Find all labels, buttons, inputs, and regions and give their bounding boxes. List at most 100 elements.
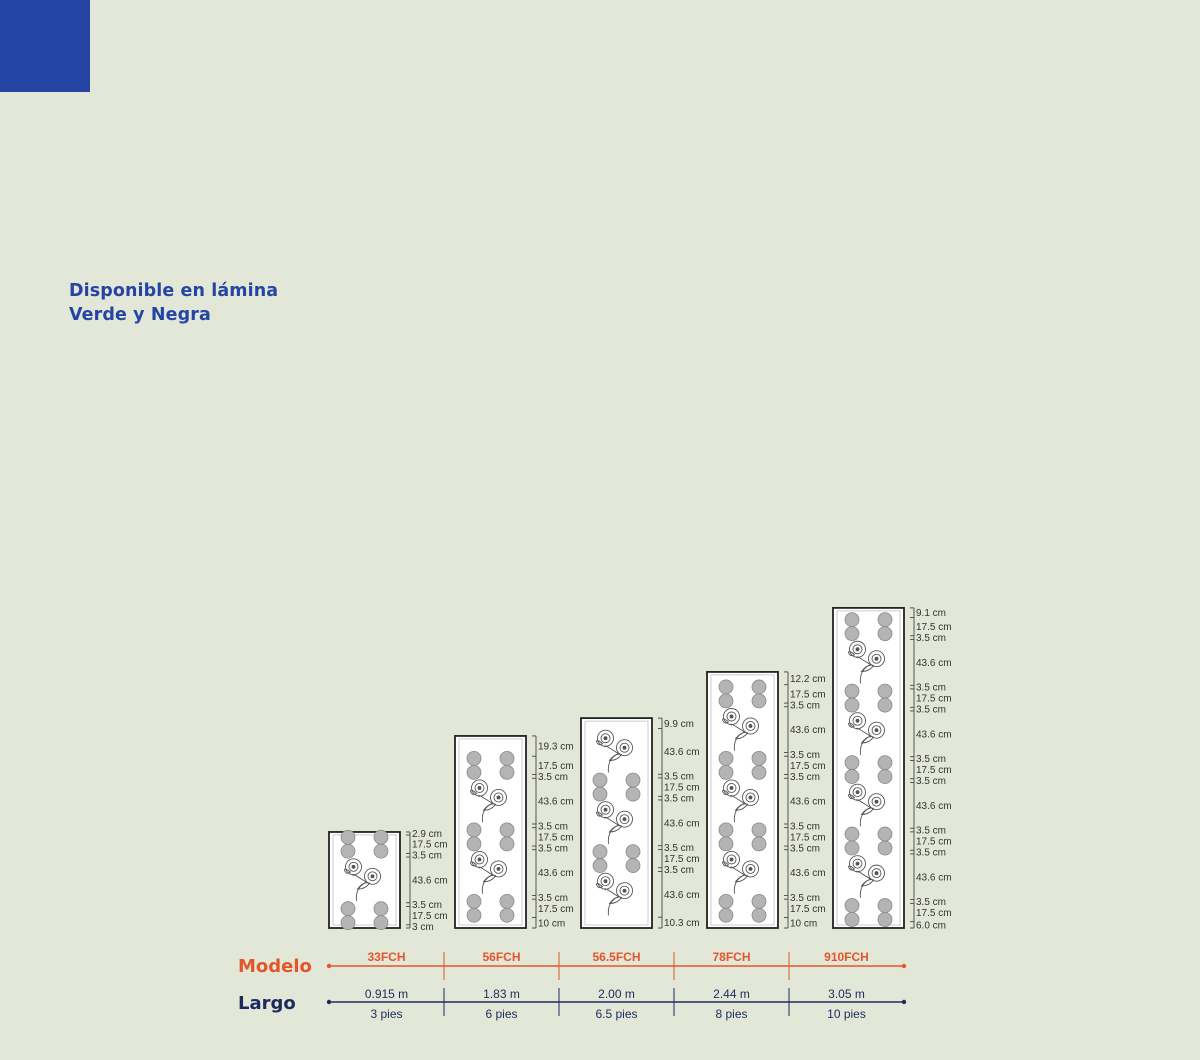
model-code-label: 56.5FCH xyxy=(592,950,640,964)
perforation-hole xyxy=(466,751,482,766)
rose-bloom-lower xyxy=(868,721,885,739)
rose-bloom-upper-center xyxy=(855,861,860,866)
perforation-hole xyxy=(751,822,767,838)
perforation-hole xyxy=(751,893,767,909)
rose-bloom-upper-inner xyxy=(474,854,485,865)
rose-bloom-upper-center xyxy=(603,807,608,812)
dimension-label: 3.5 cm xyxy=(916,754,946,765)
perforation-hole xyxy=(340,915,356,931)
rose-bloom-lower-inner xyxy=(871,796,882,807)
rose-bloom-lower-center xyxy=(622,888,627,893)
perforation-hole xyxy=(373,843,389,859)
length-meters-label: 2.00 m xyxy=(598,987,635,1001)
perforation-hole xyxy=(718,693,734,709)
rose-bloom-upper-inner xyxy=(852,858,863,869)
rose-bloom-upper-center xyxy=(477,857,482,862)
rose-bloom-upper-center xyxy=(351,864,356,869)
dimension-label: 43.6 cm xyxy=(916,801,952,812)
dimension-label: 3.5 cm xyxy=(916,633,946,644)
length-meters-label: 1.83 m xyxy=(483,987,520,1001)
dimension-label: 3.5 cm xyxy=(916,683,946,694)
rose-leaf xyxy=(608,896,623,904)
perforation-hole xyxy=(751,751,767,766)
rose-cutout-icon xyxy=(848,712,885,755)
rose-bloom-lower-inner xyxy=(493,863,504,874)
rose-leaf xyxy=(860,879,875,887)
rose-bloom-upper-inner xyxy=(600,804,611,815)
rose-bloom-lower-center xyxy=(874,728,879,733)
rose-bloom-lower-center xyxy=(622,817,627,822)
rose-bloom-lower-center xyxy=(748,866,753,871)
rose-bloom-lower-center xyxy=(748,795,753,800)
dimension-label: 17.5 cm xyxy=(538,904,574,915)
perforation-hole xyxy=(718,836,734,852)
perforation-hole xyxy=(373,829,389,845)
perforation-hole xyxy=(625,858,641,873)
dimension-label: 3.5 cm xyxy=(790,843,820,854)
perforation-hole xyxy=(499,836,515,852)
length-feet-label: 6.5 pies xyxy=(595,1007,637,1021)
dimension-label: 3.5 cm xyxy=(538,843,568,854)
rose-leaf xyxy=(734,803,749,811)
perforation-hole xyxy=(718,907,734,923)
dimension-label: 3.5 cm xyxy=(412,900,442,911)
dimension-label: 17.5 cm xyxy=(916,765,952,776)
rose-bloom-lower xyxy=(868,650,885,668)
rose-bloom-upper-inner xyxy=(600,733,611,744)
rose-bloom-lower-inner xyxy=(871,868,882,879)
dimension-label: 3.5 cm xyxy=(664,843,694,854)
rose-bloom-upper-center xyxy=(603,879,608,884)
dimension-label: 43.6 cm xyxy=(916,872,952,883)
rose-leaf xyxy=(848,722,856,728)
perforation-hole xyxy=(340,843,356,859)
perforation-hole xyxy=(844,755,860,770)
rose-bloom-lower-center xyxy=(496,795,501,800)
largo-axis-end xyxy=(901,999,907,1005)
dimension-label: 10 cm xyxy=(538,918,565,929)
dimension-label: 3.5 cm xyxy=(790,772,820,783)
length-meters-label: 0.915 m xyxy=(365,987,408,1001)
perforation-hole xyxy=(466,907,482,923)
rose-bloom-upper-inner xyxy=(726,854,737,865)
model-code-label: 33FCH xyxy=(367,950,405,964)
rose-bloom-lower-inner xyxy=(619,814,630,825)
model-length-axis: Modelo Largo 33FCH 0.915 m 3 pies 56FCH 1.83… xyxy=(238,950,907,1021)
perforation-hole xyxy=(751,907,767,923)
rose-bloom-upper-center xyxy=(729,786,734,790)
dimension-label: 43.6 cm xyxy=(664,818,700,829)
rose-bloom-upper-center xyxy=(855,790,860,795)
dimension-label: 3.5 cm xyxy=(412,851,442,862)
rose-bloom-lower-center xyxy=(748,724,753,728)
dimension-label: 3.5 cm xyxy=(664,794,694,805)
rose-bloom-upper-center xyxy=(855,718,860,723)
perforation-hole xyxy=(718,822,734,838)
dimension-label: 3.5 cm xyxy=(664,772,694,783)
perforation-hole xyxy=(466,764,482,780)
rose-bloom-upper-center xyxy=(855,647,860,652)
rose-bloom-lower-inner xyxy=(871,725,882,736)
perforation-hole xyxy=(718,679,734,695)
dimension-label: 17.5 cm xyxy=(790,904,826,915)
rose-bloom-lower-inner xyxy=(745,721,756,731)
rose-leaf xyxy=(596,811,604,817)
perforation-hole xyxy=(877,755,893,770)
length-feet-label: 8 pies xyxy=(715,1007,747,1021)
rose-bloom-lower xyxy=(868,864,885,882)
rose-cutout-icon xyxy=(344,858,381,902)
perforation-hole xyxy=(877,898,893,913)
rose-bloom-upper-center xyxy=(477,786,482,790)
perforation-hole xyxy=(844,769,860,784)
rose-bloom-upper-inner xyxy=(348,861,359,872)
perforation-hole xyxy=(877,840,893,856)
perforation-hole xyxy=(877,626,893,642)
dimension-label: 3.5 cm xyxy=(790,750,820,761)
largo-row-label: Largo xyxy=(238,993,296,1014)
rose-bloom-upper-inner xyxy=(726,711,737,722)
panel-outline xyxy=(454,735,527,929)
rose-leaf xyxy=(722,718,730,724)
dimension-label: 17.5 cm xyxy=(916,622,952,633)
